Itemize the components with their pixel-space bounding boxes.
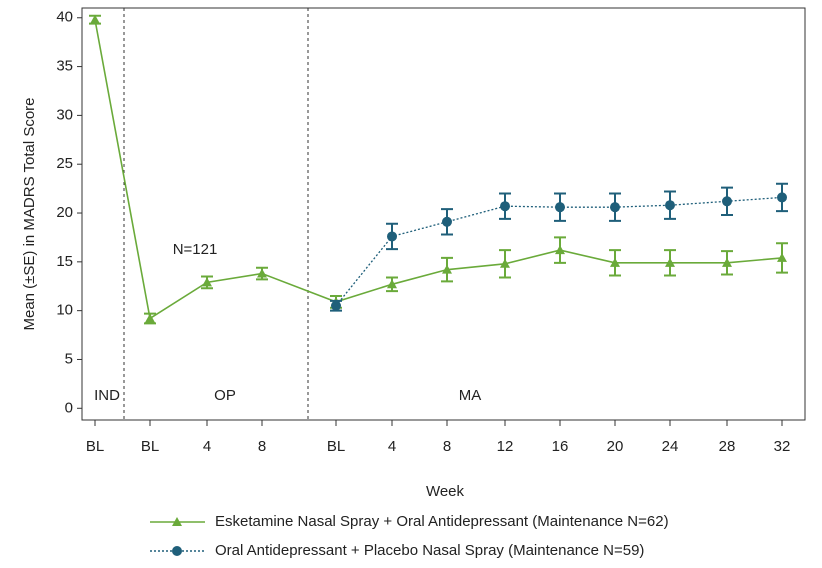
point (665, 200, 675, 211)
y-tick-label: 5 (65, 350, 73, 367)
y-axis-label: Mean (±SE) in MADRS Total Score (21, 97, 38, 330)
y-tick-label: 15 (56, 253, 73, 270)
phase-label: IND (94, 387, 120, 404)
point (777, 192, 787, 203)
point (722, 196, 732, 207)
phase-label: MA (459, 387, 482, 404)
point (500, 201, 510, 212)
x-tick-label: 24 (662, 438, 679, 455)
annotation: N=121 (173, 241, 218, 258)
point (331, 300, 341, 311)
point (145, 313, 155, 323)
x-tick-label: 8 (443, 438, 451, 455)
point (500, 258, 510, 268)
x-tick-label: 16 (552, 438, 569, 455)
legend-marker (172, 517, 182, 526)
y-tick-label: 20 (56, 204, 73, 221)
point (90, 14, 100, 24)
x-tick-label: BL (327, 438, 345, 455)
point (777, 252, 787, 262)
legend-marker (172, 546, 182, 556)
plot-frame (81, 7, 806, 421)
y-tick-label: 0 (65, 399, 73, 416)
point (665, 257, 675, 267)
x-tick-label: 4 (203, 438, 211, 455)
y-tick-label: 30 (56, 106, 73, 123)
x-tick-label: 32 (774, 438, 791, 455)
legend-label: Oral Antidepressant + Placebo Nasal Spra… (215, 542, 644, 559)
x-tick-label: 20 (607, 438, 624, 455)
x-tick-label: 8 (258, 438, 266, 455)
y-tick-label: 10 (56, 302, 73, 319)
point (257, 268, 267, 278)
point (555, 245, 565, 255)
y-tick-label: 40 (56, 9, 73, 26)
series-line (94, 19, 783, 320)
point (722, 257, 732, 267)
x-axis-label: Week (426, 483, 465, 500)
x-tick-label: 12 (497, 438, 514, 455)
x-tick-label: BL (86, 438, 104, 455)
point (442, 264, 452, 274)
point (202, 277, 212, 287)
x-tick-label: BL (141, 438, 159, 455)
point (555, 202, 565, 213)
point (610, 202, 620, 213)
point (387, 279, 397, 289)
point (610, 257, 620, 267)
x-tick-label: 4 (388, 438, 396, 455)
y-tick-label: 25 (56, 155, 73, 172)
x-tick-label: 28 (719, 438, 736, 455)
point (442, 216, 452, 227)
point (387, 231, 397, 242)
y-tick-label: 35 (56, 58, 73, 75)
phase-label: OP (214, 387, 236, 404)
legend-label: Esketamine Nasal Spray + Oral Antidepres… (215, 513, 669, 530)
